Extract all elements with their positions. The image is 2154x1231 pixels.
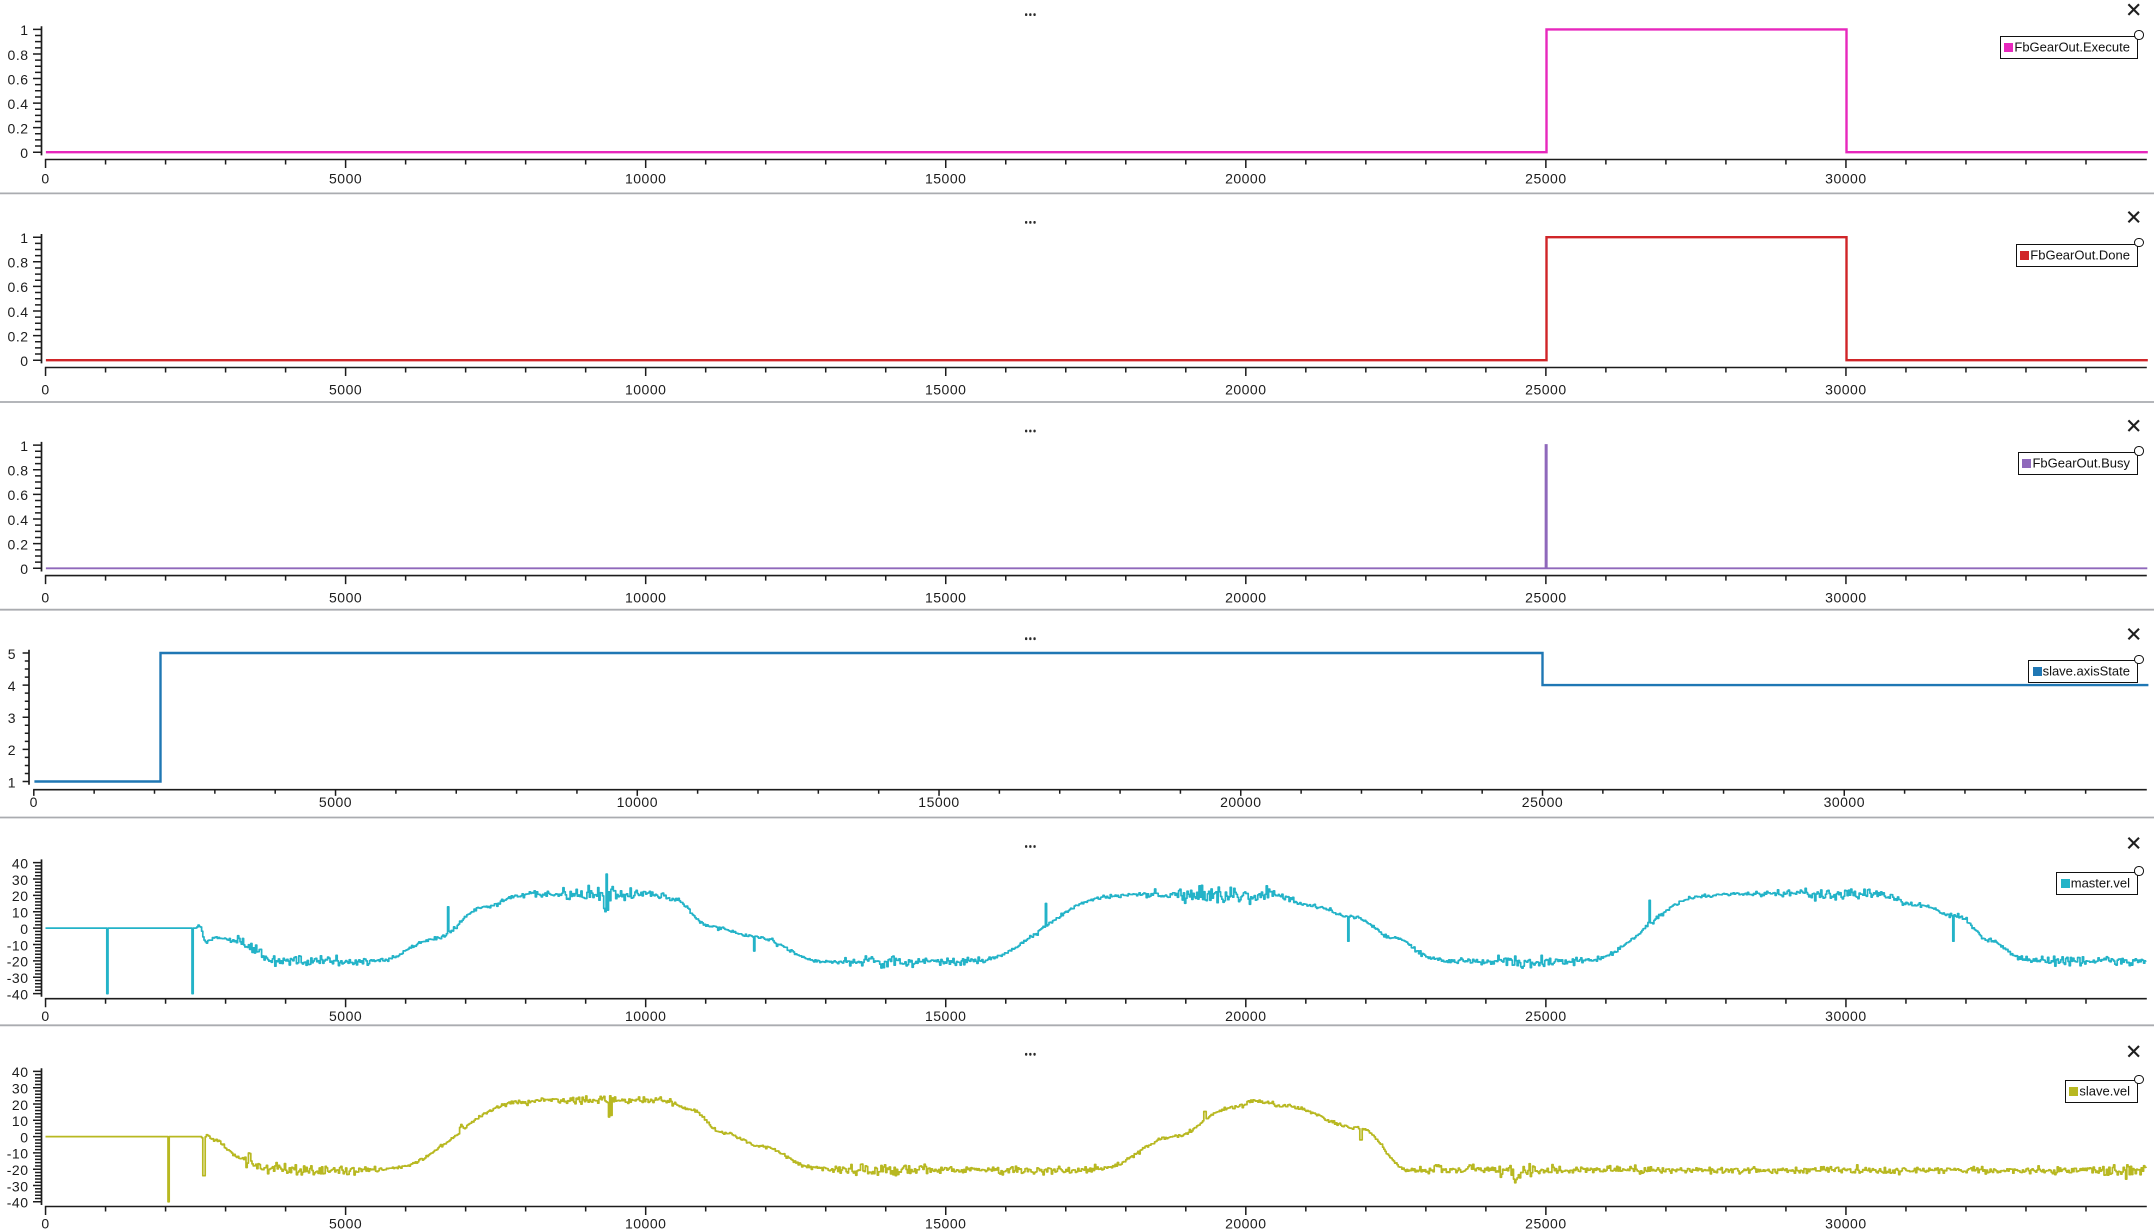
svg-text:0.8: 0.8 [8, 463, 29, 479]
svg-text:30000: 30000 [1825, 382, 1866, 398]
svg-text:0.2: 0.2 [8, 120, 29, 136]
svg-text:30000: 30000 [1825, 590, 1866, 606]
svg-text:10000: 10000 [625, 1008, 666, 1024]
svg-text:5: 5 [8, 646, 16, 662]
svg-text:15000: 15000 [925, 382, 966, 398]
svg-text:0.2: 0.2 [8, 328, 29, 344]
svg-text:0.8: 0.8 [8, 47, 29, 63]
svg-text:0: 0 [41, 171, 49, 187]
svg-text:2: 2 [8, 742, 16, 758]
svg-text:25000: 25000 [1525, 1008, 1566, 1024]
svg-text:20: 20 [12, 888, 29, 904]
svg-text:5000: 5000 [329, 171, 362, 187]
svg-text:20000: 20000 [1225, 1008, 1266, 1024]
svg-text:0.4: 0.4 [8, 304, 29, 320]
svg-text:30000: 30000 [1825, 171, 1866, 187]
svg-text:0.8: 0.8 [8, 255, 29, 271]
svg-text:3: 3 [8, 710, 16, 726]
svg-text:-10: -10 [7, 1146, 29, 1162]
svg-text:0: 0 [41, 1008, 49, 1024]
svg-text:15000: 15000 [925, 1008, 966, 1024]
svg-text:0: 0 [41, 382, 49, 398]
svg-text:30: 30 [12, 872, 29, 888]
svg-text:0.6: 0.6 [8, 487, 29, 503]
svg-text:20000: 20000 [1220, 794, 1261, 810]
svg-text:0: 0 [41, 590, 49, 606]
svg-text:0.2: 0.2 [8, 537, 29, 553]
svg-text:5000: 5000 [319, 794, 352, 810]
svg-text:10000: 10000 [625, 382, 666, 398]
svg-text:40: 40 [12, 855, 29, 871]
svg-text:1: 1 [8, 774, 16, 790]
svg-text:15000: 15000 [918, 794, 959, 810]
svg-text:30000: 30000 [1824, 794, 1865, 810]
svg-text:0: 0 [30, 794, 38, 810]
svg-text:30: 30 [12, 1081, 29, 1097]
svg-text:15000: 15000 [925, 590, 966, 606]
svg-text:5000: 5000 [329, 1008, 362, 1024]
svg-text:25000: 25000 [1525, 382, 1566, 398]
svg-text:10000: 10000 [625, 171, 666, 187]
svg-text:10000: 10000 [625, 1216, 666, 1231]
svg-text:5000: 5000 [329, 382, 362, 398]
svg-text:0: 0 [20, 145, 28, 161]
svg-text:0.6: 0.6 [8, 279, 29, 295]
svg-text:5000: 5000 [329, 1216, 362, 1231]
svg-text:1: 1 [20, 438, 28, 454]
svg-text:10: 10 [12, 905, 29, 921]
svg-text:15000: 15000 [925, 171, 966, 187]
svg-text:20: 20 [12, 1097, 29, 1113]
svg-text:0: 0 [41, 1216, 49, 1231]
svg-text:10000: 10000 [617, 794, 658, 810]
svg-text:20000: 20000 [1225, 382, 1266, 398]
svg-text:20000: 20000 [1225, 171, 1266, 187]
svg-text:0: 0 [20, 353, 28, 369]
svg-text:25000: 25000 [1525, 171, 1566, 187]
svg-text:0.6: 0.6 [8, 71, 29, 87]
svg-text:-30: -30 [7, 1178, 29, 1194]
svg-text:20000: 20000 [1225, 590, 1266, 606]
svg-text:25000: 25000 [1522, 794, 1563, 810]
svg-text:-10: -10 [7, 937, 29, 953]
svg-text:10000: 10000 [625, 590, 666, 606]
svg-text:40: 40 [12, 1064, 29, 1080]
svg-text:1: 1 [20, 230, 28, 246]
svg-text:1: 1 [20, 22, 28, 38]
svg-text:-20: -20 [7, 954, 29, 970]
svg-text:-30: -30 [7, 970, 29, 986]
svg-text:10: 10 [12, 1113, 29, 1129]
svg-text:0: 0 [20, 921, 28, 937]
svg-text:0: 0 [20, 561, 28, 577]
svg-text:20000: 20000 [1225, 1216, 1266, 1231]
svg-text:0: 0 [20, 1129, 28, 1145]
svg-text:4: 4 [8, 678, 16, 694]
svg-text:5000: 5000 [329, 590, 362, 606]
svg-text:0.4: 0.4 [8, 96, 29, 112]
svg-text:0.4: 0.4 [8, 512, 29, 528]
svg-text:-40: -40 [7, 986, 29, 1002]
svg-text:25000: 25000 [1525, 1216, 1566, 1231]
svg-text:15000: 15000 [925, 1216, 966, 1231]
svg-text:30000: 30000 [1825, 1216, 1866, 1231]
svg-text:30000: 30000 [1825, 1008, 1866, 1024]
svg-text:-40: -40 [7, 1195, 29, 1211]
svg-text:-20: -20 [7, 1162, 29, 1178]
svg-text:25000: 25000 [1525, 590, 1566, 606]
